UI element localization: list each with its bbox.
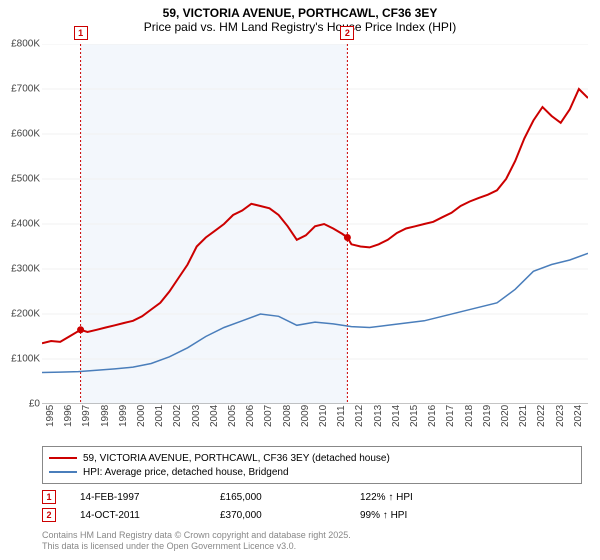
y-tick: £100K [0,354,40,365]
sale-row: 1 14-FEB-1997£165,000122% ↑ HPI [42,488,582,506]
x-tick: 1999 [118,405,129,427]
sale-date: 14-OCT-2011 [80,510,220,521]
x-tick: 1995 [45,405,56,427]
sale-marker: 2 [340,26,354,40]
sale-marker: 1 [74,26,88,40]
x-tick: 2022 [536,405,547,427]
y-tick: £600K [0,129,40,140]
y-tick: £500K [0,174,40,185]
x-tick: 2004 [209,405,220,427]
sale-dot [77,326,84,333]
sales-table: 1 14-FEB-1997£165,000122% ↑ HPI 2 14-OCT-20… [42,488,582,524]
sale-date: 14-FEB-1997 [80,492,220,503]
x-tick: 2009 [300,405,311,427]
x-tick: 2017 [445,405,456,427]
x-tick: 1996 [63,405,74,427]
x-tick: 2011 [336,405,347,427]
x-tick: 2006 [245,405,256,427]
y-tick: £0 [0,399,40,410]
x-tick: 2021 [518,405,529,427]
y-tick: £200K [0,309,40,320]
x-tick: 2012 [354,405,365,427]
footer-line-2: This data is licensed under the Open Gov… [42,541,582,552]
y-tick: £400K [0,219,40,230]
x-tick: 2015 [409,405,420,427]
sale-row: 2 14-OCT-2011£370,00099% ↑ HPI [42,506,582,524]
chart: £0£100K£200K£300K£400K£500K£600K£700K£80… [42,44,588,404]
legend: 59, VICTORIA AVENUE, PORTHCAWL, CF36 3EY… [42,446,582,484]
plot-svg [42,44,588,404]
x-tick: 2007 [263,405,274,427]
legend-swatch [49,457,77,459]
x-tick: 2001 [154,405,165,427]
legend-item: 59, VICTORIA AVENUE, PORTHCAWL, CF36 3EY… [49,451,575,465]
x-tick: 2014 [391,405,402,427]
x-tick: 2020 [500,405,511,427]
legend-swatch [49,471,77,473]
sale-row-marker: 1 [42,490,56,504]
x-tick: 2018 [464,405,475,427]
y-tick: £300K [0,264,40,275]
x-tick: 1998 [100,405,111,427]
footer: Contains HM Land Registry data © Crown c… [42,530,582,552]
x-tick: 1997 [81,405,92,427]
title-line-2: Price paid vs. HM Land Registry's House … [0,20,600,34]
x-tick: 2013 [373,405,384,427]
sale-row-marker: 2 [42,508,56,522]
x-tick: 2000 [136,405,147,427]
sale-change: 99% ↑ HPI [360,510,500,521]
y-tick: £700K [0,84,40,95]
x-tick: 2019 [482,405,493,427]
x-tick: 2005 [227,405,238,427]
x-tick: 2008 [282,405,293,427]
sale-price: £370,000 [220,510,360,521]
x-tick: 2023 [555,405,566,427]
y-tick: £800K [0,39,40,50]
sale-change: 122% ↑ HPI [360,492,500,503]
sale-dot [344,234,351,241]
footer-line-1: Contains HM Land Registry data © Crown c… [42,530,582,541]
x-tick: 2024 [573,405,584,427]
legend-label: 59, VICTORIA AVENUE, PORTHCAWL, CF36 3EY… [83,453,390,464]
sale-price: £165,000 [220,492,360,503]
x-tick: 2010 [318,405,329,427]
legend-label: HPI: Average price, detached house, Brid… [83,467,289,478]
title-line-1: 59, VICTORIA AVENUE, PORTHCAWL, CF36 3EY [0,6,600,20]
x-tick: 2003 [191,405,202,427]
x-tick: 2002 [172,405,183,427]
x-tick: 2016 [427,405,438,427]
legend-item: HPI: Average price, detached house, Brid… [49,465,575,479]
